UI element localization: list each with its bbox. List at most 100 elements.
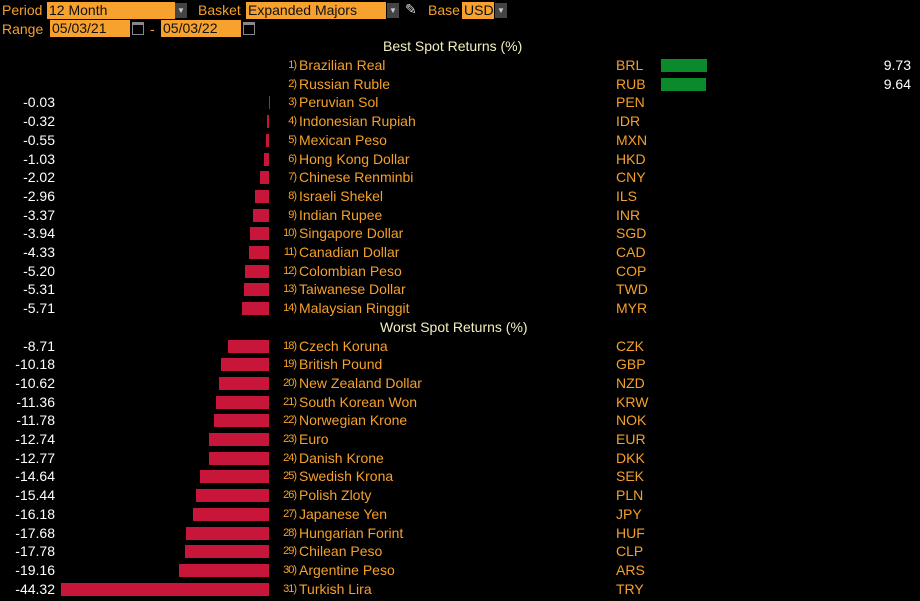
return-value: -0.32 bbox=[23, 113, 55, 130]
currency-code: CNY bbox=[616, 169, 646, 186]
rank: 20) bbox=[283, 376, 297, 389]
table-row[interactable]: -17.78 29) Chilean Peso CLP bbox=[0, 542, 920, 561]
rank: 31) bbox=[283, 582, 297, 595]
currency-name[interactable]: Czech Koruna bbox=[299, 337, 388, 354]
table-row[interactable]: -12.77 24) Danish Krone DKK bbox=[0, 449, 920, 468]
table-row[interactable]: -16.18 27) Japanese Yen JPY bbox=[0, 505, 920, 524]
currency-name[interactable]: Polish Zloty bbox=[299, 487, 372, 504]
currency-name[interactable]: Singapore Dollar bbox=[299, 225, 404, 242]
currency-name[interactable]: Hungarian Forint bbox=[299, 524, 404, 541]
table-row[interactable]: -5.71 14) Malaysian Ringgit MYR bbox=[0, 299, 920, 318]
return-bar bbox=[178, 563, 269, 577]
return-bar bbox=[259, 171, 269, 185]
return-bar bbox=[266, 133, 269, 147]
table-row[interactable]: -44.32 31) Turkish Lira TRY bbox=[0, 580, 920, 599]
edit-pencil-icon[interactable]: ✎ bbox=[405, 1, 417, 17]
calendar-icon[interactable] bbox=[132, 22, 144, 35]
currency-name[interactable]: British Pound bbox=[299, 356, 383, 373]
currency-name[interactable]: Argentine Peso bbox=[299, 561, 395, 578]
table-row[interactable]: -14.64 25) Swedish Krona SEK bbox=[0, 467, 920, 486]
return-value: -5.71 bbox=[23, 300, 55, 317]
table-row[interactable]: -5.20 12) Colombian Peso COP bbox=[0, 262, 920, 281]
range-end-input[interactable]: 05/03/22 bbox=[161, 20, 241, 37]
return-value: -0.03 bbox=[23, 94, 55, 111]
table-row[interactable]: -10.62 20) New Zealand Dollar NZD bbox=[0, 374, 920, 393]
rank: 29) bbox=[283, 545, 297, 558]
table-row[interactable]: -12.74 23) Euro EUR bbox=[0, 430, 920, 449]
table-row[interactable]: -10.18 19) British Pound GBP bbox=[0, 355, 920, 374]
currency-name[interactable]: Chilean Peso bbox=[299, 543, 383, 560]
currency-code: HUF bbox=[616, 524, 645, 541]
table-row[interactable]: -19.16 30) Argentine Peso ARS bbox=[0, 561, 920, 580]
base-dropdown-icon[interactable]: ▼ bbox=[495, 3, 507, 18]
table-row[interactable]: -4.33 11) Canadian Dollar CAD bbox=[0, 243, 920, 262]
currency-code: IDR bbox=[616, 113, 641, 130]
table-row[interactable]: -3.94 10) Singapore Dollar SGD bbox=[0, 224, 920, 243]
basket-dropdown-icon[interactable]: ▼ bbox=[387, 3, 399, 18]
currency-name[interactable]: Mexican Peso bbox=[299, 131, 387, 148]
currency-name[interactable]: Euro bbox=[299, 431, 329, 447]
return-bar bbox=[185, 526, 269, 540]
table-row[interactable]: -15.44 26) Polish Zloty PLN bbox=[0, 486, 920, 505]
return-bar bbox=[248, 246, 269, 259]
rank: 13) bbox=[283, 283, 297, 296]
currency-name[interactable]: Russian Ruble bbox=[299, 75, 391, 92]
table-row[interactable]: -5.31 13) Taiwanese Dollar TWD bbox=[0, 280, 920, 299]
return-bar bbox=[244, 283, 269, 297]
return-bar bbox=[661, 59, 707, 72]
currency-name[interactable]: Norwegian Krone bbox=[299, 412, 408, 429]
period-select[interactable]: 12 Month bbox=[47, 2, 175, 19]
currency-name[interactable]: Canadian Dollar bbox=[299, 244, 400, 260]
currency-name[interactable]: Danish Krone bbox=[299, 449, 384, 466]
return-bar bbox=[244, 264, 269, 278]
currency-name[interactable]: Japanese Yen bbox=[299, 505, 387, 522]
currency-code: MXN bbox=[616, 131, 648, 148]
table-row[interactable]: -11.78 22) Norwegian Krone NOK bbox=[0, 411, 920, 430]
range-start-input[interactable]: 05/03/21 bbox=[50, 20, 130, 37]
return-bar bbox=[250, 227, 269, 241]
return-value: -10.62 bbox=[15, 374, 55, 391]
table-row[interactable]: -2.96 8) Israeli Shekel ILS bbox=[0, 187, 920, 206]
return-value: -2.96 bbox=[23, 187, 55, 204]
basket-select[interactable]: Expanded Majors bbox=[246, 2, 386, 19]
currency-name[interactable]: Taiwanese Dollar bbox=[299, 281, 406, 298]
currency-name[interactable]: Peruvian Sol bbox=[299, 94, 379, 111]
currency-code: NOK bbox=[616, 412, 647, 429]
currency-name[interactable]: Chinese Renminbi bbox=[299, 169, 414, 186]
rank: 12) bbox=[283, 264, 297, 277]
currency-code: INR bbox=[616, 206, 641, 223]
return-value: -12.74 bbox=[15, 431, 55, 447]
currency-name[interactable]: Swedish Krona bbox=[299, 468, 394, 485]
period-dropdown-icon[interactable]: ▼ bbox=[175, 3, 187, 18]
return-value: -17.78 bbox=[15, 543, 55, 560]
currency-name[interactable]: Colombian Peso bbox=[299, 262, 402, 279]
currency-name[interactable]: Brazilian Real bbox=[299, 57, 386, 73]
return-value: -17.68 bbox=[15, 524, 55, 541]
table-row[interactable]: -17.68 28) Hungarian Forint HUF bbox=[0, 524, 920, 543]
return-value: -5.20 bbox=[23, 262, 55, 279]
table-row[interactable]: -11.36 21) South Korean Won KRW bbox=[0, 393, 920, 412]
currency-name[interactable]: Israeli Shekel bbox=[299, 187, 384, 204]
currency-name[interactable]: New Zealand Dollar bbox=[299, 374, 422, 391]
table-row[interactable]: -0.55 5) Mexican Peso MXN bbox=[0, 131, 920, 150]
currency-name[interactable]: Turkish Lira bbox=[299, 580, 372, 597]
currency-name[interactable]: Hong Kong Dollar bbox=[299, 150, 410, 167]
table-row[interactable]: 9.73 1) Brazilian Real BRL bbox=[0, 56, 920, 75]
table-row[interactable]: -8.71 18) Czech Koruna CZK bbox=[0, 337, 920, 356]
table-row[interactable]: -2.02 7) Chinese Renminbi CNY bbox=[0, 168, 920, 187]
base-select[interactable]: USD bbox=[462, 2, 494, 19]
table-row[interactable]: 9.64 2) Russian Ruble RUB bbox=[0, 75, 920, 94]
currency-name[interactable]: Indonesian Rupiah bbox=[299, 113, 416, 130]
rank: 10) bbox=[283, 227, 297, 240]
table-row[interactable]: -0.32 4) Indonesian Rupiah IDR bbox=[0, 112, 920, 131]
return-value: -11.36 bbox=[16, 393, 55, 410]
currency-name[interactable]: South Korean Won bbox=[299, 393, 418, 410]
calendar-icon[interactable] bbox=[243, 22, 255, 35]
table-row[interactable]: -1.03 6) Hong Kong Dollar HKD bbox=[0, 150, 920, 169]
currency-code: PEN bbox=[616, 94, 645, 111]
currency-name[interactable]: Malaysian Ringgit bbox=[299, 300, 410, 317]
table-row[interactable]: -0.03 3) Peruvian Sol PEN bbox=[0, 93, 920, 112]
return-bar bbox=[60, 582, 269, 596]
currency-name[interactable]: Indian Rupee bbox=[299, 206, 383, 223]
table-row[interactable]: -3.37 9) Indian Rupee INR bbox=[0, 206, 920, 225]
